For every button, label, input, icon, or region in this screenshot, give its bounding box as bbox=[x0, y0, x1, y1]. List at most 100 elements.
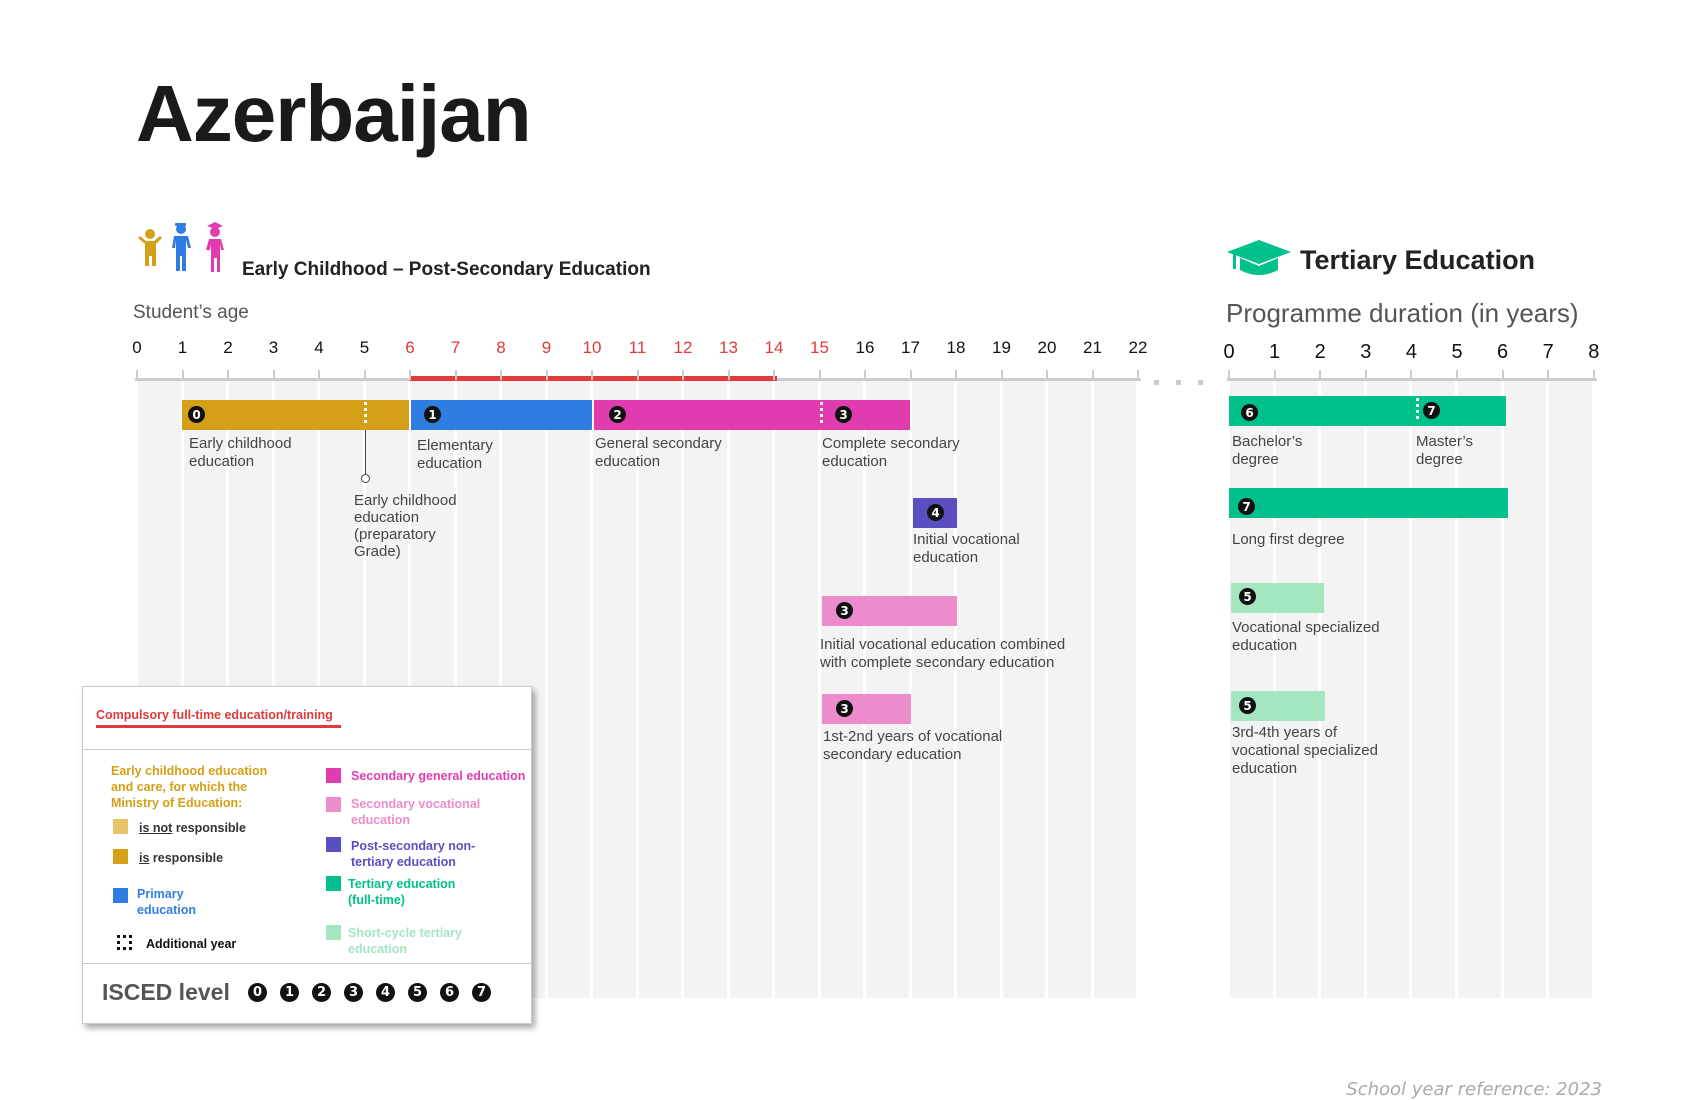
duration-column bbox=[1412, 381, 1455, 998]
duration-tick-mark bbox=[1547, 370, 1550, 380]
age-tick-mark bbox=[636, 370, 639, 380]
age-tick-15: 15 bbox=[810, 338, 829, 357]
isced-badge-6: 6 bbox=[1241, 404, 1258, 421]
legend-secondary-general: Secondary general education bbox=[351, 769, 526, 783]
age-tick-16: 16 bbox=[855, 338, 875, 357]
duration-tick-1: 1 bbox=[1269, 341, 1281, 363]
age-tick-8: 8 bbox=[496, 338, 506, 357]
axis-ellipsis bbox=[1152, 373, 1212, 385]
age-tick-18: 18 bbox=[946, 338, 966, 357]
duration-tick-mark bbox=[1456, 370, 1458, 380]
isced-level-2: 2 bbox=[312, 983, 331, 1002]
isced-level-7: 7 bbox=[472, 983, 491, 1002]
age-tick-mark bbox=[682, 370, 684, 380]
graduation-cap-icon bbox=[1226, 238, 1292, 283]
age-tick-21: 21 bbox=[1083, 338, 1102, 357]
duration-tick-6: 6 bbox=[1497, 341, 1509, 363]
age-tick-mark bbox=[272, 370, 275, 380]
age-column bbox=[593, 381, 636, 998]
age-tick-12: 12 bbox=[673, 338, 693, 357]
age-tick-mark bbox=[181, 370, 184, 380]
age-tick-mark bbox=[454, 370, 457, 380]
age-column bbox=[1002, 381, 1045, 998]
isced-level-6: 6 bbox=[440, 983, 459, 1002]
legend-post-secondary: Post-secondary non-tertiary education bbox=[351, 839, 476, 869]
additional-year-marker bbox=[364, 402, 367, 426]
age-column bbox=[820, 381, 863, 998]
age-column bbox=[1048, 381, 1091, 998]
isced-badge-3b: 3 bbox=[836, 602, 853, 619]
swatch-tertiary bbox=[326, 876, 341, 891]
legend-short-cycle: Short-cycle tertiary education bbox=[348, 926, 462, 956]
isced-badge-0: 0 bbox=[188, 406, 205, 423]
age-column bbox=[547, 381, 590, 998]
right-section-heading: Tertiary Education bbox=[1300, 245, 1536, 275]
age-column bbox=[638, 381, 681, 998]
isced-level-0: 0 bbox=[248, 983, 267, 1002]
school-year-reference: School year reference: 2023 bbox=[1346, 1079, 1602, 1100]
children-icon bbox=[134, 220, 234, 272]
legend-compulsory-line bbox=[96, 725, 341, 728]
bar-elementary bbox=[411, 400, 592, 430]
age-tick-mark bbox=[818, 370, 821, 380]
label-master: Master’s degree bbox=[1416, 433, 1473, 468]
age-tick-mark bbox=[864, 370, 866, 380]
age-tick-mark bbox=[500, 370, 502, 380]
page-title: Azerbaijan bbox=[136, 69, 532, 158]
age-column bbox=[957, 381, 1000, 998]
additional-year-marker-tertiary bbox=[1416, 398, 1419, 420]
isced-level-4: 4 bbox=[376, 983, 395, 1002]
age-column bbox=[684, 381, 727, 998]
duration-tick-mark bbox=[1501, 370, 1504, 380]
age-tick-1: 1 bbox=[177, 338, 188, 357]
preparatory-connector bbox=[365, 430, 366, 477]
age-tick-10: 10 bbox=[582, 338, 602, 357]
duration-tick-mark bbox=[1319, 370, 1322, 380]
legend-panel: Compulsory full-time education/training … bbox=[82, 686, 532, 1024]
label-vocational-specialized-34: 3rd-4th years of vocational specialized … bbox=[1232, 724, 1378, 777]
age-tick-mark bbox=[909, 370, 912, 380]
age-tick-2: 2 bbox=[223, 338, 233, 357]
isced-badge-4: 4 bbox=[927, 504, 944, 521]
preparatory-connector-end bbox=[361, 474, 370, 483]
bar-long-first-degree bbox=[1229, 488, 1508, 518]
age-tick-3: 3 bbox=[268, 338, 279, 357]
age-tick-mark bbox=[955, 370, 957, 380]
age-tick-11: 11 bbox=[628, 338, 647, 357]
additional-year-icon bbox=[117, 935, 133, 951]
age-axis-label: Student’s age bbox=[133, 302, 249, 323]
isced-badge-7b: 7 bbox=[1238, 498, 1255, 515]
age-tick-7: 7 bbox=[450, 338, 461, 357]
compulsory-bar bbox=[410, 376, 777, 381]
age-column bbox=[1093, 381, 1136, 998]
legend-divider-top bbox=[83, 749, 531, 750]
isced-level-1: 1 bbox=[280, 983, 299, 1002]
legend-compulsory: Compulsory full-time education/training bbox=[96, 708, 333, 722]
duration-tick-2: 2 bbox=[1314, 341, 1326, 363]
duration-column bbox=[1503, 381, 1547, 998]
label-vocational-secondary: 1st-2nd years of vocational secondary ed… bbox=[823, 728, 1003, 763]
duration-tick-mark bbox=[1228, 370, 1230, 380]
duration-tick-8: 8 bbox=[1588, 341, 1600, 363]
duration-column bbox=[1366, 381, 1410, 998]
duration-column bbox=[1321, 381, 1364, 998]
isced-badge-3: 3 bbox=[835, 406, 852, 423]
duration-column bbox=[1458, 381, 1501, 998]
age-tick-mark bbox=[136, 370, 138, 380]
left-section-heading: Early Childhood – Post-Secondary Educati… bbox=[242, 259, 651, 280]
isced-badge-3c: 3 bbox=[836, 700, 853, 717]
legend-secondary-vocational: Secondary vocational education bbox=[351, 797, 481, 827]
age-tick-5: 5 bbox=[359, 338, 370, 357]
swatch-secondary-vocational bbox=[326, 797, 341, 812]
label-bachelor: Bachelor’s degree bbox=[1232, 433, 1303, 468]
isced-badge-1: 1 bbox=[424, 406, 441, 423]
duration-tick-mark bbox=[1410, 370, 1413, 380]
duration-tick-mark bbox=[1273, 370, 1276, 380]
age-tick-mark bbox=[1137, 370, 1139, 380]
age-tick-mark bbox=[1091, 370, 1094, 380]
duration-axis-label: Programme duration (in years) bbox=[1226, 298, 1579, 328]
legend-ecec-heading: Early childhood education and care, for … bbox=[111, 764, 268, 810]
label-preparatory-grade: Early childhood education (preparatory G… bbox=[354, 492, 457, 560]
age-tick-mark bbox=[227, 370, 229, 380]
duration-tick-mark bbox=[1364, 370, 1367, 380]
